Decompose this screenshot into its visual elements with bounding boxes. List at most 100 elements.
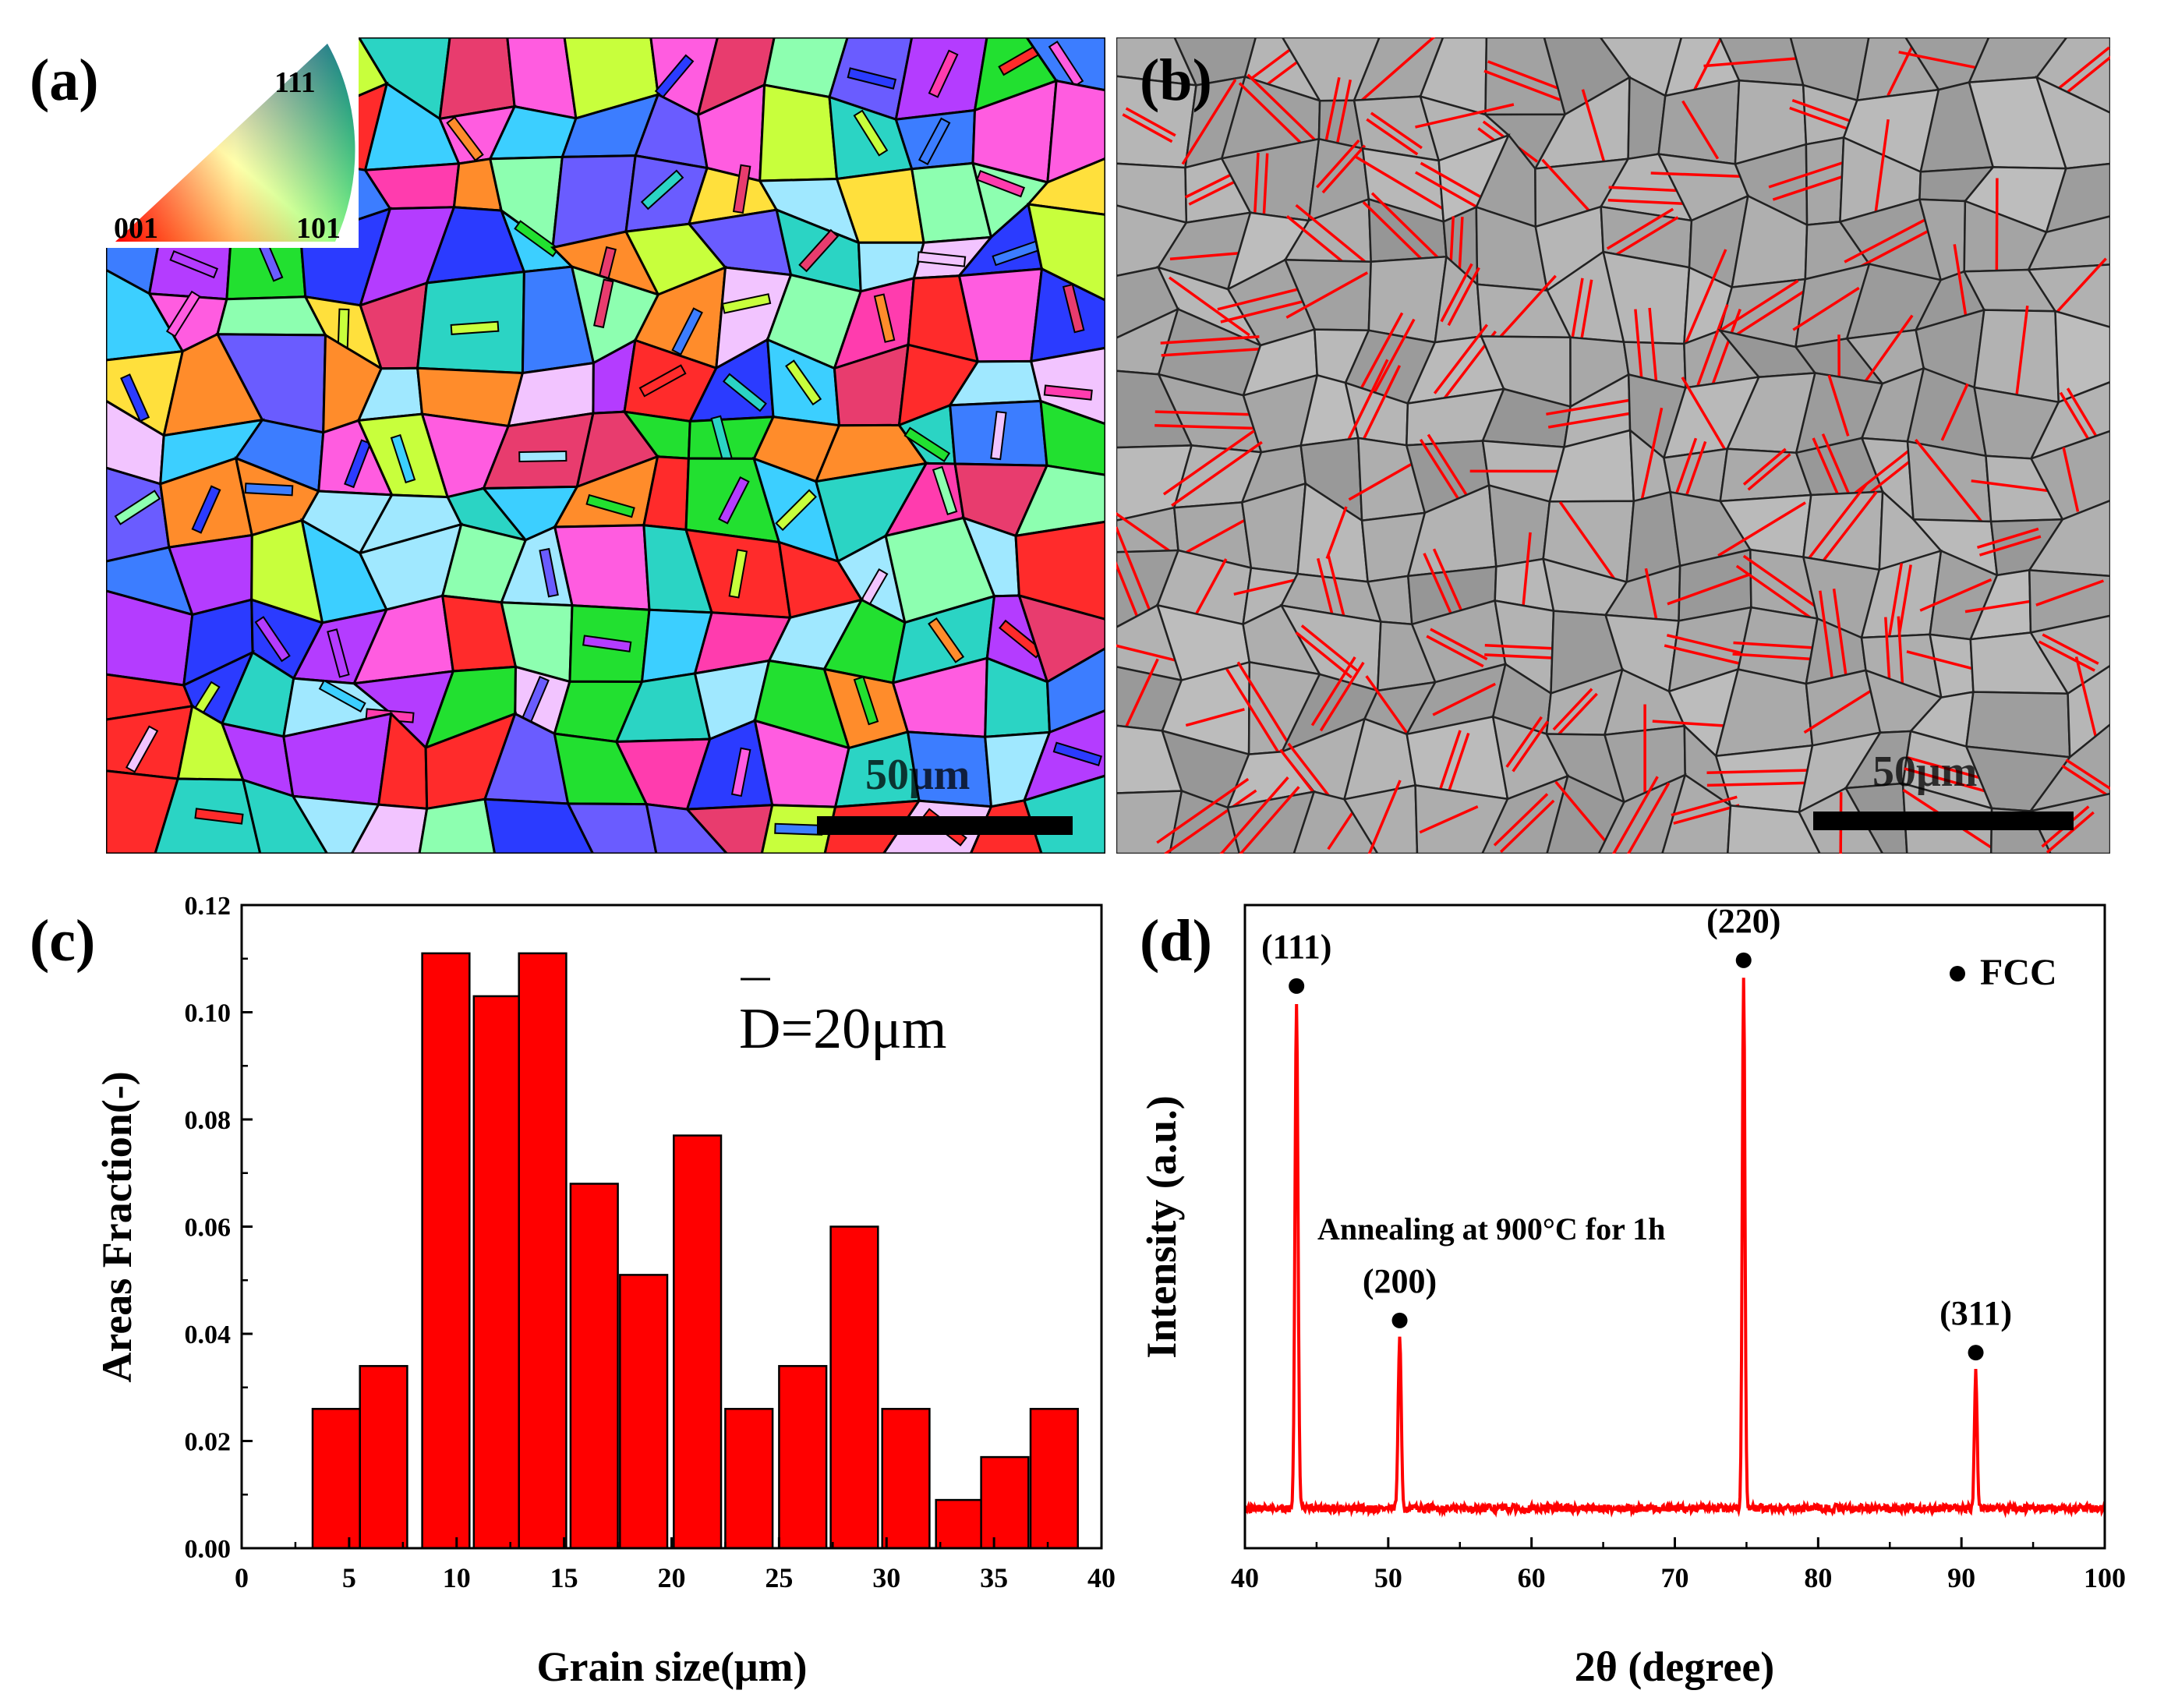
twin-boundary bbox=[2065, 759, 2110, 790]
grain-boundary-cell bbox=[1292, 790, 1379, 854]
histogram-bar bbox=[980, 1455, 1030, 1550]
twin-boundary bbox=[1940, 383, 1969, 441]
twin-boundary bbox=[1976, 527, 2039, 549]
peak-marker bbox=[1968, 1345, 1984, 1361]
annealing-annotation: Annealing at 900°C for 1h bbox=[1317, 1211, 1665, 1247]
boundary-layer bbox=[1116, 37, 2110, 854]
y-tick-label-c: 0.10 bbox=[185, 999, 232, 1028]
twin-lamella bbox=[785, 359, 822, 406]
twin-boundary bbox=[1541, 158, 1595, 217]
twin-boundary bbox=[1168, 276, 1250, 337]
grain bbox=[684, 804, 774, 854]
histogram-bar bbox=[935, 1498, 985, 1550]
twin-lamella bbox=[638, 364, 687, 398]
twin-lamella bbox=[853, 676, 879, 726]
twin-lamella bbox=[918, 117, 951, 165]
x-tick-label-c: 30 bbox=[872, 1562, 900, 1593]
x-axis-label-d: 2θ (degree) bbox=[1575, 1643, 1775, 1690]
twin-lamella bbox=[718, 476, 750, 525]
panel-label-a: (a) bbox=[30, 48, 99, 113]
grain bbox=[418, 797, 497, 854]
twin-boundary bbox=[1122, 113, 1173, 143]
twin-boundary bbox=[1919, 578, 1993, 612]
panel-b-boundary-map: 50μm (b) bbox=[1116, 37, 2110, 854]
y-tick-label-c: 0.06 bbox=[185, 1214, 232, 1243]
x-axis-label-c: Grain size(μm) bbox=[536, 1643, 807, 1690]
ipf-triangle-overlay bbox=[115, 44, 355, 242]
xrd-series-line bbox=[1245, 978, 2105, 1519]
twin-lamella bbox=[728, 549, 748, 599]
twin-boundary bbox=[1512, 720, 1549, 773]
twin-boundary bbox=[1552, 688, 1593, 731]
twin-boundary bbox=[1356, 37, 1436, 106]
twin-boundary bbox=[1225, 668, 1284, 760]
twin-lamella bbox=[917, 251, 967, 267]
twin-boundary bbox=[1681, 377, 1732, 460]
scale-bar-label-b: 50μm bbox=[1872, 748, 1977, 796]
y-tick-label-c: 0.04 bbox=[185, 1321, 232, 1349]
grain bbox=[147, 37, 261, 111]
twin-boundary bbox=[1611, 216, 1679, 259]
x-tick-label-d: 60 bbox=[1518, 1562, 1546, 1593]
twin-lamella bbox=[853, 109, 889, 157]
twin-boundary bbox=[1432, 682, 1496, 716]
panel-label-d: (d) bbox=[1140, 908, 1212, 974]
twin-lamella bbox=[847, 67, 897, 90]
twin-boundary bbox=[1430, 628, 1488, 661]
twin-boundary bbox=[1171, 440, 1263, 507]
twin-boundary bbox=[1978, 535, 2042, 557]
twin-lamella bbox=[122, 53, 167, 94]
twin-boundary bbox=[1887, 563, 1904, 638]
axes-d: 40 50 60 70 80 90 100 bbox=[1231, 1537, 2126, 1593]
twin-boundary bbox=[1193, 558, 1228, 617]
twin-boundary bbox=[1487, 60, 1565, 92]
grain-boundary-cell bbox=[1342, 783, 1419, 854]
twin-boundary bbox=[1154, 423, 1265, 430]
twin-boundary bbox=[1160, 335, 1260, 345]
twin-lamella bbox=[518, 450, 568, 463]
twin-boundary bbox=[1637, 407, 1664, 515]
twin-boundary bbox=[1236, 661, 1295, 753]
peak-marker bbox=[1735, 952, 1752, 968]
twin-lamella bbox=[671, 307, 703, 355]
scale-bar-label-a: 50μm bbox=[865, 751, 970, 799]
twin-lamella bbox=[390, 433, 416, 484]
y-tick-label-c: 0.12 bbox=[185, 892, 232, 921]
x-tick-label-d: 100 bbox=[2084, 1562, 2126, 1593]
twin-lamella bbox=[125, 725, 159, 773]
twin-lamella bbox=[318, 679, 366, 713]
twin-lamella bbox=[1052, 741, 1102, 766]
twin-boundary bbox=[1319, 661, 1365, 732]
panel-label-c: (c) bbox=[30, 908, 95, 974]
twin-boundary bbox=[1493, 793, 1549, 847]
peak-marker bbox=[1289, 978, 1305, 994]
twin-lamella bbox=[873, 293, 896, 343]
twin-boundary bbox=[1125, 107, 1176, 137]
grain-boundary-cell bbox=[2045, 162, 2110, 234]
histogram-bar bbox=[829, 1225, 879, 1550]
twin-boundary bbox=[1827, 374, 1850, 437]
twin-boundary bbox=[1733, 641, 1824, 650]
twin-lamella bbox=[1048, 41, 1084, 87]
twin-boundary bbox=[1238, 82, 1309, 151]
panel-d-xrd-pattern: (d) 40 50 60 70 80 90 100 (111) (200) (220) (311)… bbox=[1138, 902, 2126, 1690]
peak-marker bbox=[1391, 1312, 1408, 1328]
twin-boundary bbox=[1666, 634, 1751, 657]
x-tick-label-c: 0 bbox=[235, 1562, 249, 1593]
grain-boundary-cell bbox=[2026, 263, 2110, 329]
twin-lamella bbox=[514, 220, 560, 257]
twin-boundary bbox=[1915, 438, 1985, 525]
twin-boundary bbox=[1558, 692, 1598, 736]
twin-boundary bbox=[1484, 643, 1561, 650]
twin-boundary bbox=[1554, 780, 1612, 849]
twin-lamella bbox=[593, 278, 614, 329]
twin-boundary bbox=[1295, 631, 1353, 679]
twin-boundary bbox=[1119, 658, 1159, 740]
twin-boundary bbox=[1370, 111, 1423, 150]
twin-boundary bbox=[1444, 732, 1470, 801]
twin-lamella bbox=[165, 290, 201, 338]
x-tick-label-d: 70 bbox=[1661, 1562, 1689, 1593]
histogram-bar bbox=[311, 1408, 361, 1550]
grain bbox=[290, 794, 381, 854]
twin-boundary bbox=[1181, 79, 1237, 165]
